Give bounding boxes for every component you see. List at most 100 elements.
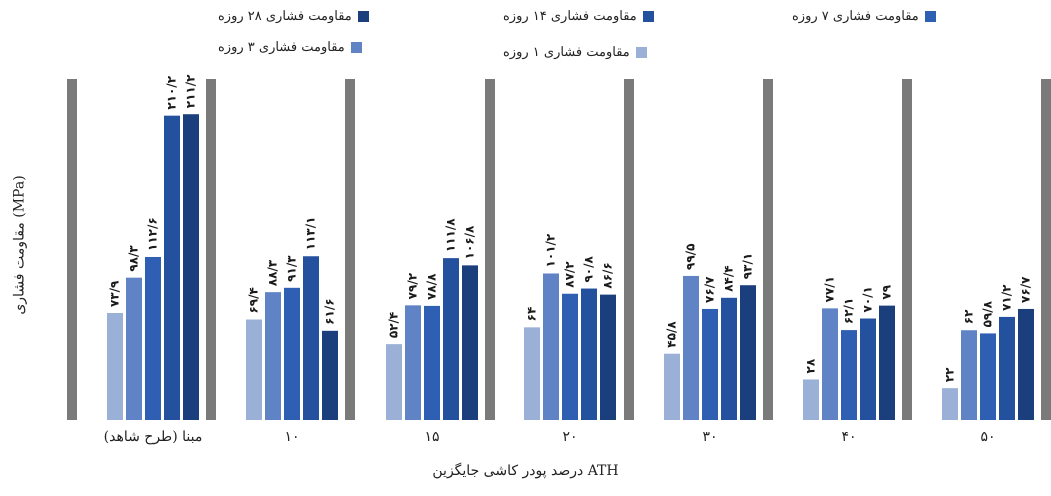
legend-item-1-day: مقاومت فشاری ۱ روزه [503, 45, 647, 60]
data-label: ۶۲/۱ [842, 298, 856, 324]
x-axis-title: درصد پودر کاشی جایگزین ATH [432, 463, 619, 479]
data-label: ۷۶/۷ [1019, 276, 1033, 303]
data-label: ۶۲ [962, 309, 976, 324]
legend-label-1-day: مقاومت فشاری ۱ روزه [503, 45, 630, 60]
data-label: ۷۹ [880, 284, 894, 299]
bar [265, 292, 281, 420]
bar [879, 305, 895, 420]
bar [702, 308, 718, 420]
group-separator [485, 79, 495, 420]
data-label: ۲۱۰/۲ [165, 75, 179, 109]
bar [405, 305, 421, 420]
data-label: ۲۲ [943, 367, 957, 382]
y-axis-title-text: مقاومت فشاری (MPa) [12, 175, 28, 315]
bar [107, 313, 123, 420]
data-label: ۷۶/۷ [703, 276, 717, 303]
bar [246, 319, 262, 420]
bar [284, 287, 300, 420]
data-label: ۲۱۱/۲ [184, 74, 198, 108]
legend-swatch-3-day [350, 42, 362, 53]
data-label: ۲۸ [804, 358, 818, 373]
bar [721, 297, 737, 420]
bar [581, 288, 597, 420]
legend-item-7-day: مقاومت فشاری ۷ روزه [792, 9, 936, 24]
group-separator [1041, 79, 1051, 420]
bar [462, 265, 478, 420]
bar [860, 318, 876, 420]
x-tick-label: ۱۵ [424, 429, 439, 445]
legend-label-3-day: مقاومت فشاری ۳ روزه [218, 40, 345, 55]
bar [183, 114, 199, 421]
bar [683, 275, 699, 420]
legend-label-7-day: مقاومت فشاری ۷ روزه [792, 9, 919, 24]
group-separator [624, 79, 634, 420]
legend-label-28-day: مقاومت فشاری ۲۸ روزه [218, 9, 352, 24]
data-label: ۸۴/۴ [722, 265, 736, 291]
legend-label-14-day: مقاومت فشاری ۱۴ روزه [503, 9, 637, 24]
data-label: ۴۵/۸ [665, 321, 679, 348]
legend-item-3-day: مقاومت فشاری ۳ روزه [218, 40, 362, 55]
group-separator [902, 79, 912, 420]
bar [322, 330, 338, 420]
legend-swatch-14-day [642, 11, 654, 22]
data-label: ۵۹/۸ [981, 300, 995, 327]
legend-swatch-1-day [635, 47, 647, 58]
bar [524, 327, 540, 420]
bar [145, 256, 161, 420]
bar [303, 256, 319, 420]
data-label: ۵۲/۴ [387, 312, 401, 338]
data-label: ۱۱۳/۱ [304, 217, 318, 251]
bar [822, 308, 838, 420]
data-label: ۹۹/۵ [684, 244, 698, 270]
data-label: ۹۰/۸ [582, 256, 596, 283]
data-label: ۶۱/۶ [323, 298, 337, 324]
bar [543, 273, 559, 420]
bar [740, 285, 756, 420]
group-separator [763, 79, 773, 420]
bar [803, 379, 819, 420]
data-label: ۷۱/۲ [1000, 284, 1014, 311]
group-separator [345, 79, 355, 420]
bar [980, 333, 996, 420]
x-tick-label: ۳۰ [702, 429, 717, 445]
data-label: ۸۷/۲ [563, 261, 577, 288]
data-label: ۱۰۱/۲ [544, 233, 558, 267]
bar [664, 353, 680, 420]
bar [562, 293, 578, 420]
y-axis-title: مقاومت فشاری (MPa) [8, 165, 32, 325]
legend-swatch-7-day [924, 11, 936, 22]
data-label: ۷۷/۱ [823, 276, 837, 302]
bar [443, 258, 459, 420]
data-label: ۷۳/۹ [108, 280, 122, 307]
legend-item-28-day: مقاومت فشاری ۲۸ روزه [218, 9, 369, 24]
legend-item-14-day: مقاومت فشاری ۱۴ روزه [503, 9, 654, 24]
data-label: ۶۴ [525, 307, 539, 322]
data-label: ۷۸/۸ [425, 273, 439, 300]
data-label: ۱۱۲/۶ [146, 217, 160, 251]
bar [999, 316, 1015, 420]
legend-swatch-28-day [357, 11, 369, 22]
data-label: ۱۰۶/۸ [463, 225, 477, 259]
data-label: ۹۸/۳ [126, 245, 140, 272]
bar [841, 330, 857, 420]
bar [600, 294, 616, 420]
bar [126, 277, 142, 420]
data-label: ۸۶/۶ [601, 262, 615, 288]
bar [386, 344, 402, 420]
bar [961, 330, 977, 420]
x-tick-label: ۱۰ [284, 429, 299, 445]
data-label: ۹۱/۳ [285, 255, 299, 282]
bar [424, 305, 440, 420]
bar [1018, 308, 1034, 420]
data-label: ۷۹/۲ [406, 272, 420, 299]
data-label: ۶۹/۴ [247, 287, 261, 313]
group-separator [67, 79, 77, 420]
bar [164, 115, 180, 420]
data-label: ۹۳/۱ [741, 253, 755, 279]
data-label: ۸۸/۳ [266, 259, 280, 286]
data-label: ۱۱۱/۸ [444, 218, 458, 252]
x-tick-label: ۲۰ [562, 429, 577, 445]
x-tick-label: مبنا (طرح شاهد) [104, 429, 203, 445]
